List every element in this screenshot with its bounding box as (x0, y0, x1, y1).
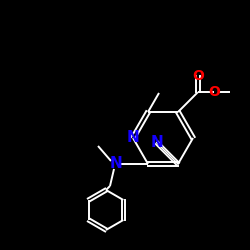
Text: N: N (110, 156, 122, 172)
Text: O: O (208, 85, 220, 99)
Text: N: N (150, 135, 163, 150)
Text: N: N (127, 130, 140, 146)
Text: O: O (192, 69, 204, 83)
